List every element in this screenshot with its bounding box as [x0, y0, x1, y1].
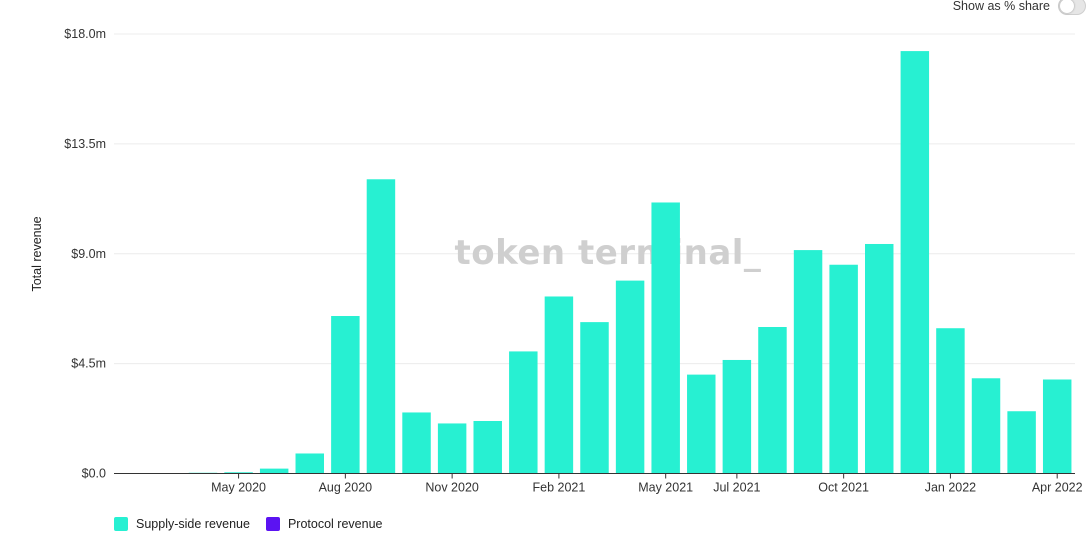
y-tick-label: $0.0 [82, 467, 106, 481]
bars [117, 51, 1072, 474]
bar-supply-side-revenue[interactable] [259, 468, 289, 474]
legend-item-supply-side[interactable]: Supply-side revenue [114, 517, 250, 531]
bar-supply-side-revenue[interactable] [793, 250, 823, 474]
bar-supply-side-revenue[interactable] [865, 243, 894, 474]
toggle-label: Show as % share [952, 0, 1050, 13]
bar-supply-side-revenue[interactable] [1007, 411, 1036, 474]
bar-supply-side-revenue[interactable] [651, 202, 680, 474]
grid-lines [114, 33, 1075, 365]
bar-supply-side-revenue[interactable] [437, 423, 467, 474]
x-tick-label: May 2020 [211, 481, 266, 495]
bar-supply-side-revenue[interactable] [544, 296, 574, 474]
y-tick-label: $18.0m [64, 27, 106, 41]
bar-supply-side-revenue[interactable] [936, 328, 965, 474]
x-tick-label: Apr 2022 [1032, 481, 1083, 495]
bar-supply-side-revenue[interactable] [580, 322, 609, 474]
x-tick-label: Jul 2021 [713, 481, 760, 495]
legend-label: Protocol revenue [287, 517, 383, 531]
bar-supply-side-revenue[interactable] [509, 351, 538, 474]
bar-supply-side-revenue[interactable] [900, 51, 930, 474]
bar-supply-side-revenue[interactable] [758, 327, 787, 474]
x-tick-label: May 2021 [638, 481, 693, 495]
y-tick-label: $4.5m [71, 357, 106, 371]
bar-supply-side-revenue[interactable] [829, 264, 858, 474]
x-tick-label: Jan 2022 [925, 481, 976, 495]
toggle-switch[interactable] [1058, 0, 1086, 15]
y-tick-label: $13.5m [64, 137, 106, 151]
x-tick-label: Oct 2021 [818, 481, 869, 495]
percent-share-toggle[interactable]: Show as % share [953, 0, 1086, 15]
bar-supply-side-revenue[interactable] [366, 179, 396, 474]
bar-supply-side-revenue[interactable] [295, 453, 324, 474]
x-tick-label: Aug 2020 [319, 481, 373, 495]
bar-supply-side-revenue[interactable] [722, 359, 752, 474]
x-axis-ticks: May 2020 Aug 2020 Nov 2020 Feb 2021 May 2021… [211, 473, 1083, 495]
y-tick-label: $9.0m [71, 247, 106, 261]
x-tick-label: Nov 2020 [425, 481, 479, 495]
y-axis-title: Total revenue [30, 216, 44, 291]
bar-supply-side-revenue[interactable] [1042, 379, 1072, 474]
x-tick-label: Feb 2021 [532, 481, 585, 495]
bar-supply-side-revenue[interactable] [971, 378, 1001, 474]
legend-swatch [114, 517, 128, 531]
bar-supply-side-revenue[interactable] [615, 280, 645, 474]
bar-supply-side-revenue[interactable] [687, 374, 716, 474]
y-axis-ticks: $0.0 $4.5m $9.0m $13.5m $18.0m [64, 27, 106, 481]
bar-supply-side-revenue[interactable] [402, 412, 431, 474]
legend-label: Supply-side revenue [136, 517, 250, 531]
watermark: token terminal_ [455, 233, 762, 273]
legend-swatch [265, 517, 280, 531]
bar-supply-side-revenue[interactable] [224, 472, 253, 474]
legend-item-protocol[interactable]: Protocol revenue [265, 517, 383, 531]
legend: Supply-side revenue Protocol revenue [114, 517, 382, 531]
bar-supply-side-revenue[interactable] [331, 316, 360, 474]
bar-supply-side-revenue[interactable] [473, 421, 502, 474]
toggle-knob [1060, 0, 1074, 13]
